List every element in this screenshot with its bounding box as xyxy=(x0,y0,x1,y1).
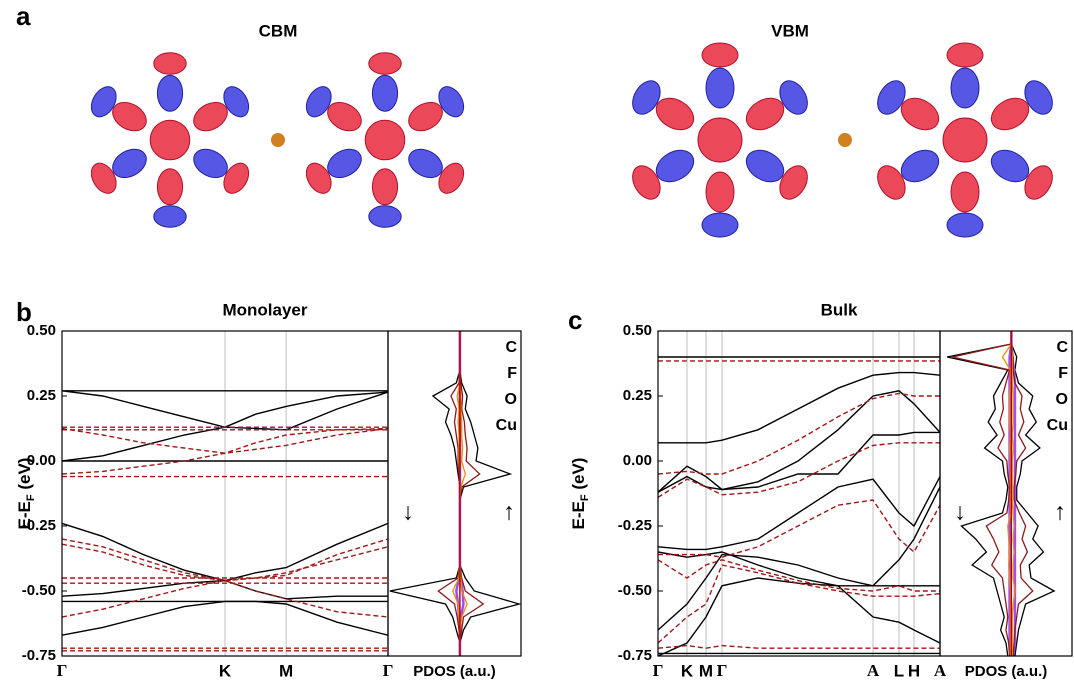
x-tick-label: M xyxy=(699,661,713,680)
legend-label: C xyxy=(1056,339,1068,356)
legend-label: Cu xyxy=(1047,417,1068,434)
legend-label: O xyxy=(505,391,517,408)
x-tick-label: A xyxy=(867,661,880,680)
x-tick-label: A xyxy=(934,661,947,680)
image-label: CBM xyxy=(259,21,298,40)
orbital-lobe xyxy=(702,43,738,67)
y-tick-label: 0.25 xyxy=(623,387,652,404)
orbital-lobe xyxy=(698,118,742,162)
plot-frame xyxy=(388,331,521,656)
orbital-images xyxy=(86,43,1058,237)
y-tick-label: -0.75 xyxy=(22,647,56,664)
y-axis-label-part: E-E xyxy=(15,501,34,529)
image-label: VBM xyxy=(771,21,809,40)
band xyxy=(658,373,940,443)
orbital-lobe xyxy=(947,213,983,237)
plot-frame xyxy=(658,331,940,656)
y-tick-label: 0.00 xyxy=(623,452,652,469)
y-tick-label: -0.25 xyxy=(618,517,652,534)
x-tick-label: M xyxy=(279,661,293,680)
band xyxy=(658,487,940,630)
x-tick-label: Γ xyxy=(57,661,68,680)
orbital-lobe xyxy=(706,172,734,212)
y-axis-label: E-EF (eV) xyxy=(15,458,36,530)
y-tick-label: -0.50 xyxy=(22,582,56,599)
x-axis-label: PDOS (a.u.) xyxy=(965,663,1048,680)
x-axis-label: PDOS (a.u.) xyxy=(413,663,496,680)
y-tick-label: 0.25 xyxy=(27,387,56,404)
dos-curves xyxy=(947,331,1054,656)
x-tick-label: Γ xyxy=(383,661,394,680)
y-tick-label: 0.50 xyxy=(623,322,652,339)
band xyxy=(658,646,940,649)
atom xyxy=(271,133,285,147)
orbital-lobe xyxy=(372,75,397,111)
band xyxy=(658,443,940,498)
spin-arrow: ↑ xyxy=(1054,498,1066,525)
dos-curve xyxy=(390,331,460,656)
x-tick-label: K xyxy=(681,661,694,680)
spin-arrow: ↑ xyxy=(503,498,515,525)
y-tick-label: -0.75 xyxy=(618,647,652,664)
panel-label: a xyxy=(16,1,31,31)
orbital-lobe xyxy=(157,75,182,111)
band xyxy=(658,393,940,474)
band xyxy=(658,477,940,550)
band xyxy=(658,500,940,557)
spin-arrow: ↓ xyxy=(402,498,414,525)
orbital-lobe xyxy=(154,53,186,75)
legend-label: F xyxy=(507,365,517,382)
orbital-lobe xyxy=(369,53,401,75)
orbital-lobe xyxy=(154,206,186,228)
panel-label: c xyxy=(568,305,582,335)
legend-label: Cu xyxy=(496,417,517,434)
y-axis-label-part: (eV) xyxy=(569,458,588,495)
x-tick-label: Γ xyxy=(653,661,664,680)
legend-label: O xyxy=(1056,391,1068,408)
chart-title: Bulk xyxy=(821,300,858,319)
y-tick-label: -0.50 xyxy=(618,582,652,599)
y-tick-label: 0.50 xyxy=(27,322,56,339)
figure: a CBM VBM bMonolayerΓKMΓ0.500.250.00-0.2… xyxy=(0,0,1074,683)
orbital-lobe xyxy=(365,120,405,160)
orbital-lobe xyxy=(706,68,734,108)
orbital-lobe xyxy=(702,213,738,237)
chart-title: Monolayer xyxy=(222,300,307,319)
x-tick-label: Γ xyxy=(717,661,728,680)
orbital-lobe xyxy=(947,43,983,67)
band xyxy=(658,578,940,656)
band xyxy=(658,565,940,643)
x-tick-label: K xyxy=(219,661,232,680)
y-axis-label-part: E-E xyxy=(569,501,588,529)
band xyxy=(658,391,940,492)
x-tick-label: L xyxy=(894,661,904,680)
band xyxy=(658,432,940,492)
dos-curve xyxy=(947,331,1011,656)
orbital-lobe xyxy=(150,120,190,160)
legend-label: F xyxy=(1058,365,1068,382)
orbital-lobe xyxy=(369,206,401,228)
y-axis-label: E-EF (eV) xyxy=(569,458,590,530)
orbital-lobe xyxy=(372,169,397,205)
orbital-lobe xyxy=(157,169,182,205)
orbital-lobe xyxy=(951,68,979,108)
orbital-lobe xyxy=(943,118,987,162)
x-tick-label: H xyxy=(908,661,920,680)
atom xyxy=(838,133,852,147)
legend-label: C xyxy=(505,339,517,356)
y-axis-label-part: (eV) xyxy=(15,458,34,495)
spin-arrow: ↓ xyxy=(954,498,966,525)
dos-curves xyxy=(390,331,519,656)
orbital-lobe xyxy=(951,172,979,212)
